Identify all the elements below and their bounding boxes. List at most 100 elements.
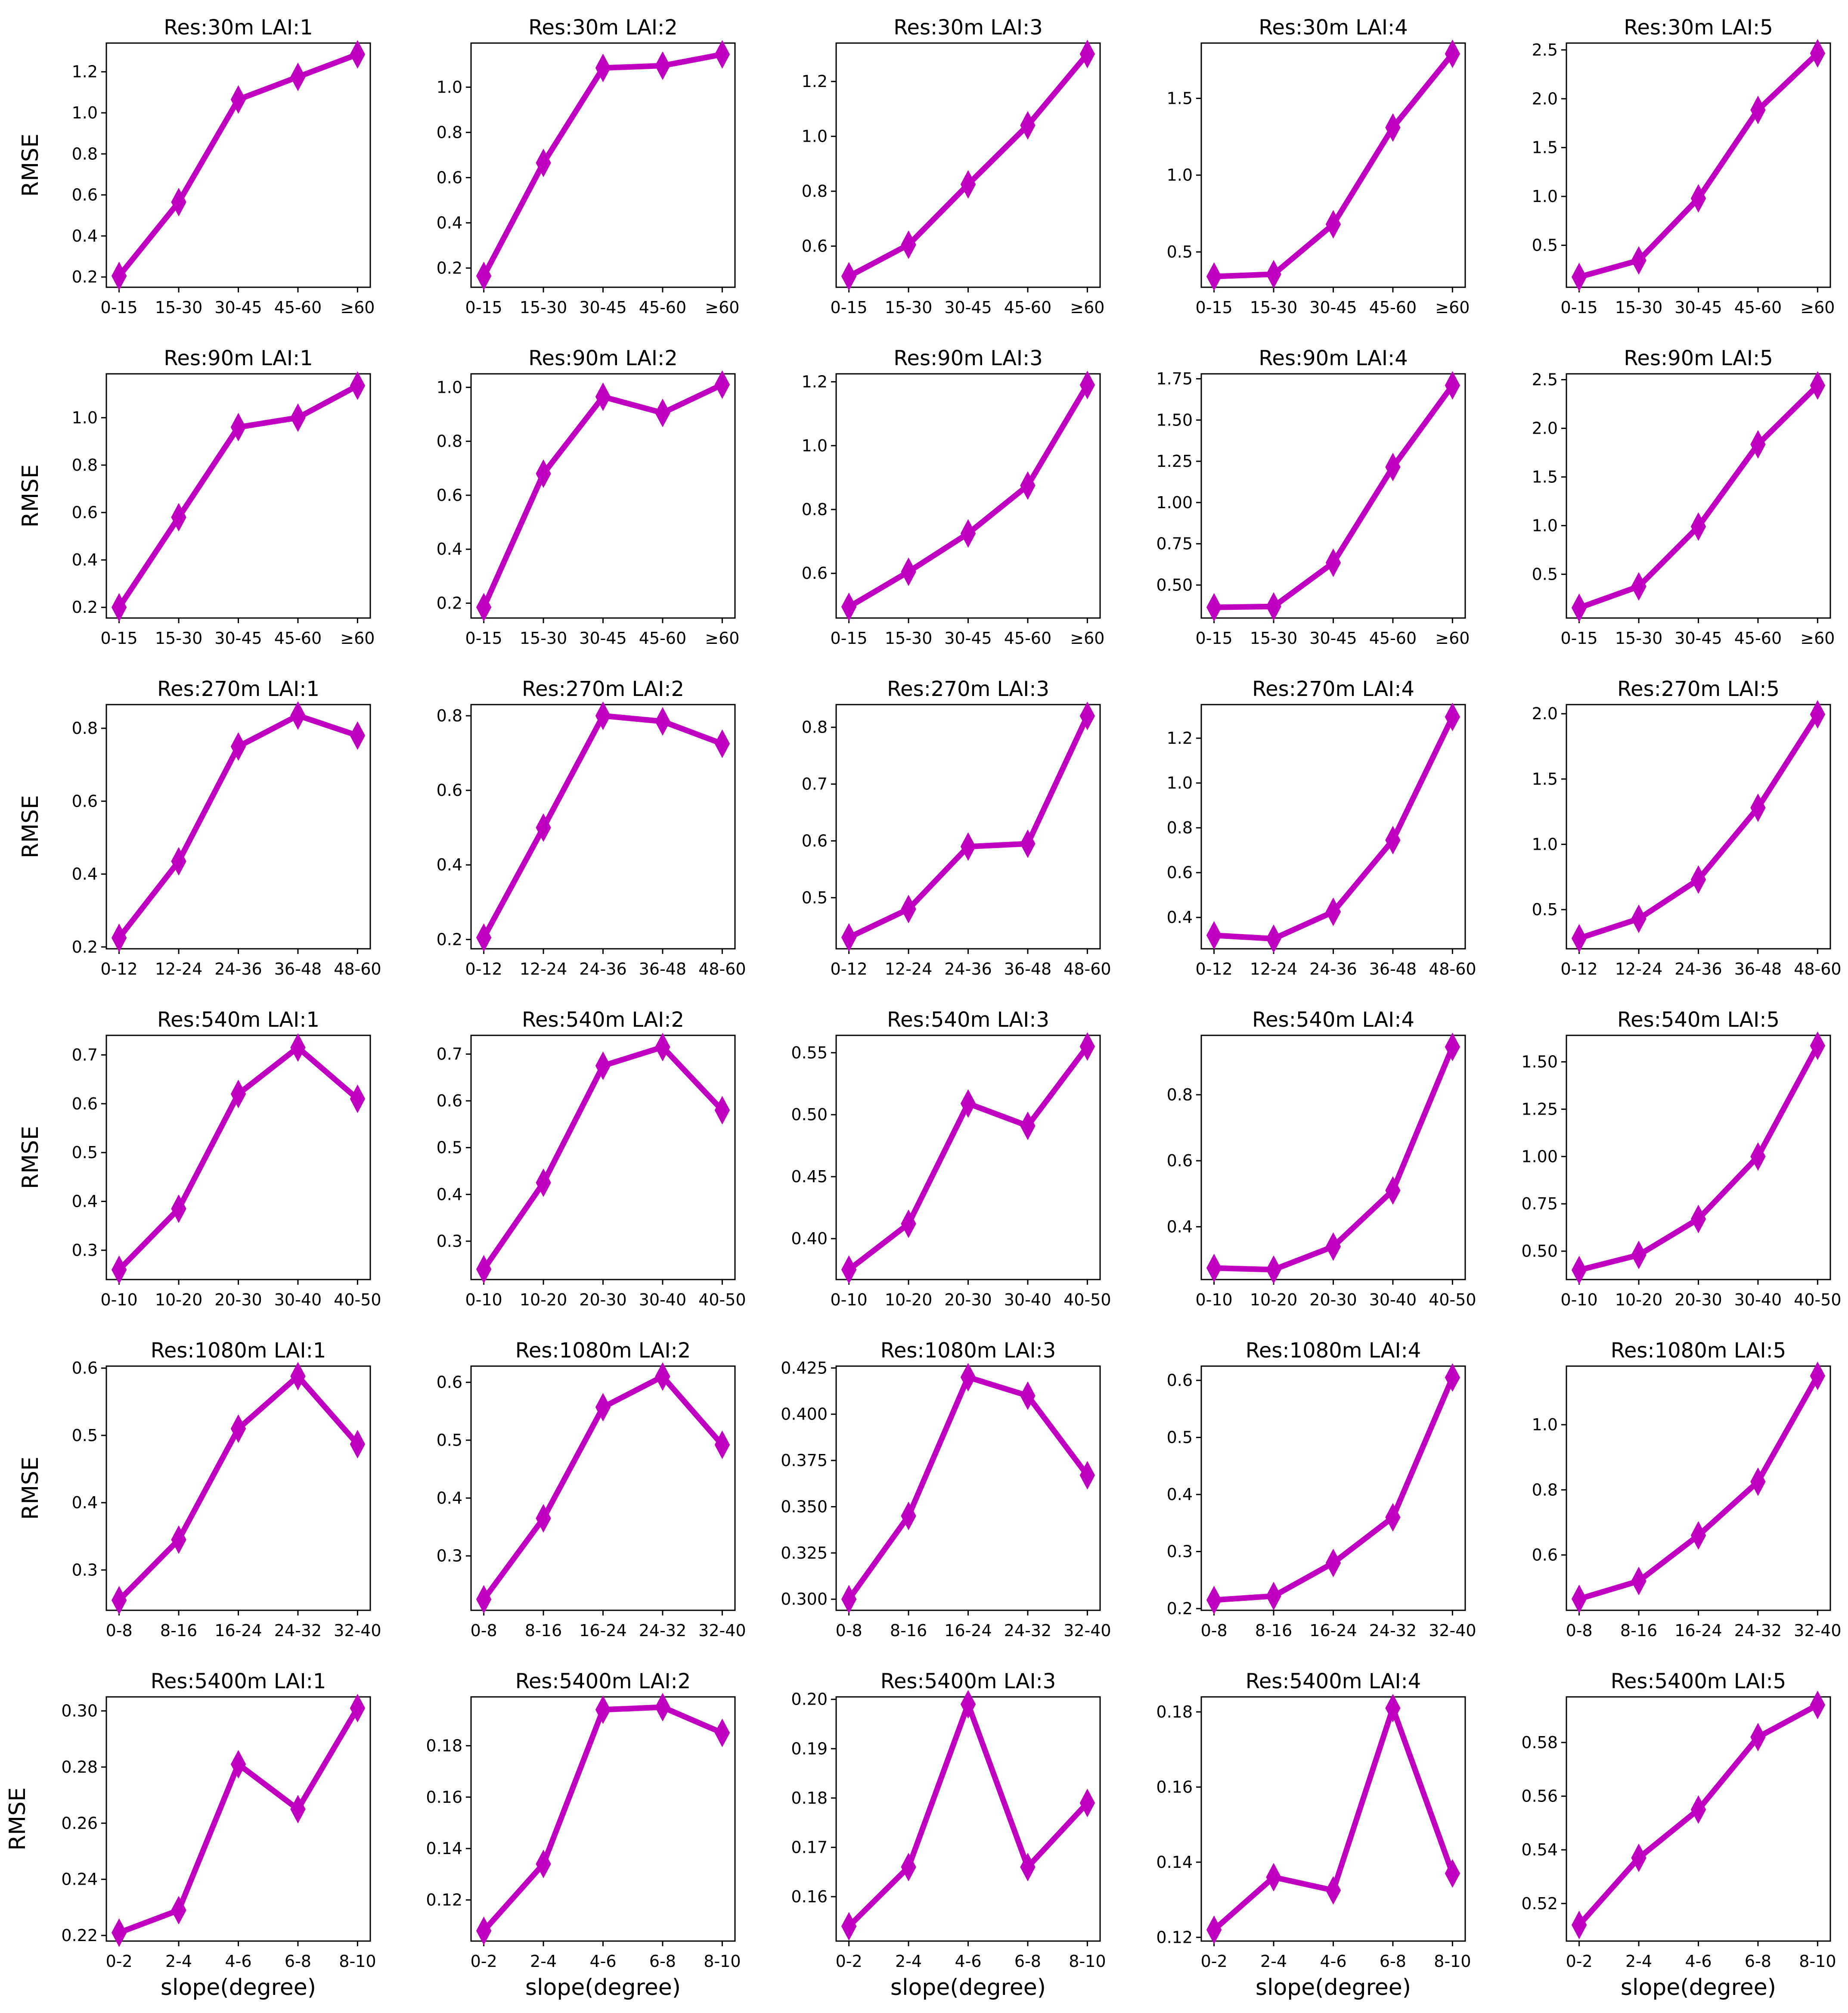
series-line bbox=[846, 1044, 1090, 1273]
y-tick-label: 1.2 bbox=[1167, 729, 1193, 748]
data-point-marker bbox=[901, 895, 916, 923]
x-tick-label: 0-2 bbox=[1566, 1952, 1593, 1971]
x-tick-label: 2-4 bbox=[895, 1952, 922, 1971]
data-point-marker bbox=[1266, 1255, 1281, 1284]
subplot-8: Res:90m LAI:3 0.6 0.8 1.0 1.2 0-15 15-30 30-45 4… bbox=[802, 346, 1105, 648]
y-tick-label: 0.5 bbox=[72, 1426, 98, 1445]
y-tick-label: 0.6 bbox=[802, 236, 828, 255]
y-tick-label: 0.350 bbox=[781, 1497, 828, 1516]
x-axis-title: slope(degree) bbox=[1621, 1975, 1776, 2001]
data-point-marker bbox=[536, 813, 551, 842]
x-tick-label: 30-45 bbox=[1309, 298, 1357, 317]
data-point-marker bbox=[476, 923, 492, 952]
x-tick-label: 15-30 bbox=[155, 629, 202, 648]
data-point-marker bbox=[960, 170, 976, 199]
x-tick-label: 16-24 bbox=[579, 1621, 626, 1640]
subplot-5: Res:30m LAI:5 0.5 1.0 1.5 2.0 2.5 0-15 15-30 30-… bbox=[1532, 16, 1835, 317]
y-tick-label: 0.4 bbox=[1167, 1217, 1193, 1236]
x-tick-label: 8-10 bbox=[339, 1952, 376, 1971]
x-tick-label: 2-4 bbox=[530, 1952, 557, 1971]
x-tick-label: 16-24 bbox=[944, 1621, 992, 1640]
y-tick-label: 0.50 bbox=[1521, 1242, 1558, 1261]
y-tick-label: 1.2 bbox=[802, 72, 828, 91]
data-point-marker bbox=[1631, 1240, 1646, 1270]
x-tick-label: 10-20 bbox=[155, 1290, 202, 1309]
data-point-marker bbox=[901, 557, 916, 586]
y-tick-label: 0.6 bbox=[72, 1094, 98, 1113]
x-tick-label: 4-6 bbox=[1685, 1952, 1712, 1971]
y-tick-label: 0.6 bbox=[802, 564, 828, 583]
x-tick-label: 0-8 bbox=[106, 1621, 133, 1640]
x-tick-label: 16-24 bbox=[1309, 1621, 1357, 1640]
series-line bbox=[846, 1374, 1090, 1602]
subplot-title: Res:1080m LAI:3 bbox=[881, 1339, 1056, 1363]
subplot-title: Res:270m LAI:1 bbox=[157, 677, 319, 701]
x-tick-label: 40-50 bbox=[1429, 1290, 1476, 1309]
subplot-3: Res:30m LAI:3 0.6 0.8 1.0 1.2 0-15 15-30 30-45 4… bbox=[802, 16, 1105, 317]
data-point-marker bbox=[1325, 1876, 1341, 1905]
x-tick-label: 0-15 bbox=[830, 629, 867, 648]
x-tick-label: 24-32 bbox=[639, 1621, 686, 1640]
x-tick-label: 36-48 bbox=[1369, 960, 1417, 979]
y-tick-label: 1.75 bbox=[1156, 369, 1193, 388]
y-tick-label: 0.2 bbox=[437, 930, 462, 949]
data-point-marker bbox=[960, 1089, 976, 1118]
data-point-marker bbox=[111, 1918, 127, 1947]
data-point-marker bbox=[714, 1096, 730, 1125]
data-point-marker bbox=[1325, 1548, 1341, 1578]
data-point-marker bbox=[230, 1750, 246, 1779]
x-tick-label: 8-10 bbox=[704, 1952, 741, 1971]
subplot-4: Res:30m LAI:4 0.5 1.0 1.5 0-15 15-30 30-45 45-6… bbox=[1167, 16, 1470, 317]
y-tick-label: 0.5 bbox=[802, 888, 828, 907]
x-tick-label: 0-12 bbox=[1560, 960, 1597, 979]
y-tick-label: 1.50 bbox=[1156, 410, 1193, 429]
x-tick-label: 8-10 bbox=[1434, 1952, 1471, 1971]
data-point-marker bbox=[476, 593, 492, 622]
x-tick-label: 6-8 bbox=[1014, 1952, 1041, 1971]
x-tick-label: 0-8 bbox=[1201, 1621, 1228, 1640]
data-point-marker bbox=[1631, 572, 1646, 601]
x-tick-label: 4-6 bbox=[589, 1952, 616, 1971]
y-tick-label: 0.6 bbox=[437, 168, 462, 187]
x-tick-label: 30-45 bbox=[1674, 629, 1722, 648]
x-tick-label: 0-10 bbox=[1195, 1290, 1232, 1309]
x-tick-label: 36-48 bbox=[639, 960, 686, 979]
subplot-6: Res:90m LAI:1 0.2 0.4 0.6 0.8 1.0 0-15 15-30 30-… bbox=[18, 346, 375, 648]
x-tick-label: 0-8 bbox=[1566, 1621, 1593, 1640]
data-point-marker bbox=[171, 503, 186, 532]
x-tick-label: 45-60 bbox=[1004, 629, 1051, 648]
y-axis-title: RMSE bbox=[18, 795, 43, 858]
data-point-marker bbox=[1690, 184, 1706, 213]
y-tick-label: 0.4 bbox=[72, 1192, 98, 1211]
data-point-marker bbox=[960, 1690, 976, 1719]
x-tick-label: 0-2 bbox=[1201, 1952, 1228, 1971]
x-tick-label: 32-40 bbox=[334, 1621, 381, 1640]
x-tick-label: 10-20 bbox=[1615, 1290, 1662, 1309]
y-tick-label: 0.2 bbox=[437, 594, 462, 613]
y-axis-title: RMSE bbox=[18, 1126, 43, 1189]
y-tick-label: 1.0 bbox=[1532, 187, 1558, 206]
y-tick-label: 0.26 bbox=[61, 1814, 98, 1833]
data-point-marker bbox=[536, 149, 551, 177]
x-tick-label: 16-24 bbox=[214, 1621, 262, 1640]
data-point-marker bbox=[1079, 702, 1095, 730]
y-tick-label: 0.28 bbox=[61, 1758, 98, 1777]
y-tick-label: 0.2 bbox=[1167, 1599, 1193, 1618]
y-tick-label: 1.0 bbox=[802, 436, 828, 455]
x-tick-label: 45-60 bbox=[274, 629, 322, 648]
data-point-marker bbox=[1750, 1467, 1766, 1496]
data-point-marker bbox=[1385, 453, 1401, 482]
subplot-title: Res:540m LAI:2 bbox=[522, 1008, 684, 1032]
y-tick-label: 0.3 bbox=[437, 1232, 462, 1251]
data-point-marker bbox=[595, 1695, 611, 1724]
x-tick-label: 20-30 bbox=[1309, 1290, 1357, 1309]
data-point-marker bbox=[171, 1896, 186, 1925]
data-point-marker bbox=[714, 1718, 730, 1747]
data-point-marker bbox=[290, 1795, 306, 1824]
subplot-title: Res:30m LAI:3 bbox=[893, 16, 1043, 40]
data-point-marker bbox=[1445, 1859, 1460, 1888]
y-tick-label: 0.50 bbox=[1156, 575, 1193, 594]
y-tick-label: 0.8 bbox=[437, 123, 462, 142]
x-tick-label: 0-15 bbox=[100, 298, 137, 317]
data-point-marker bbox=[536, 1168, 551, 1197]
